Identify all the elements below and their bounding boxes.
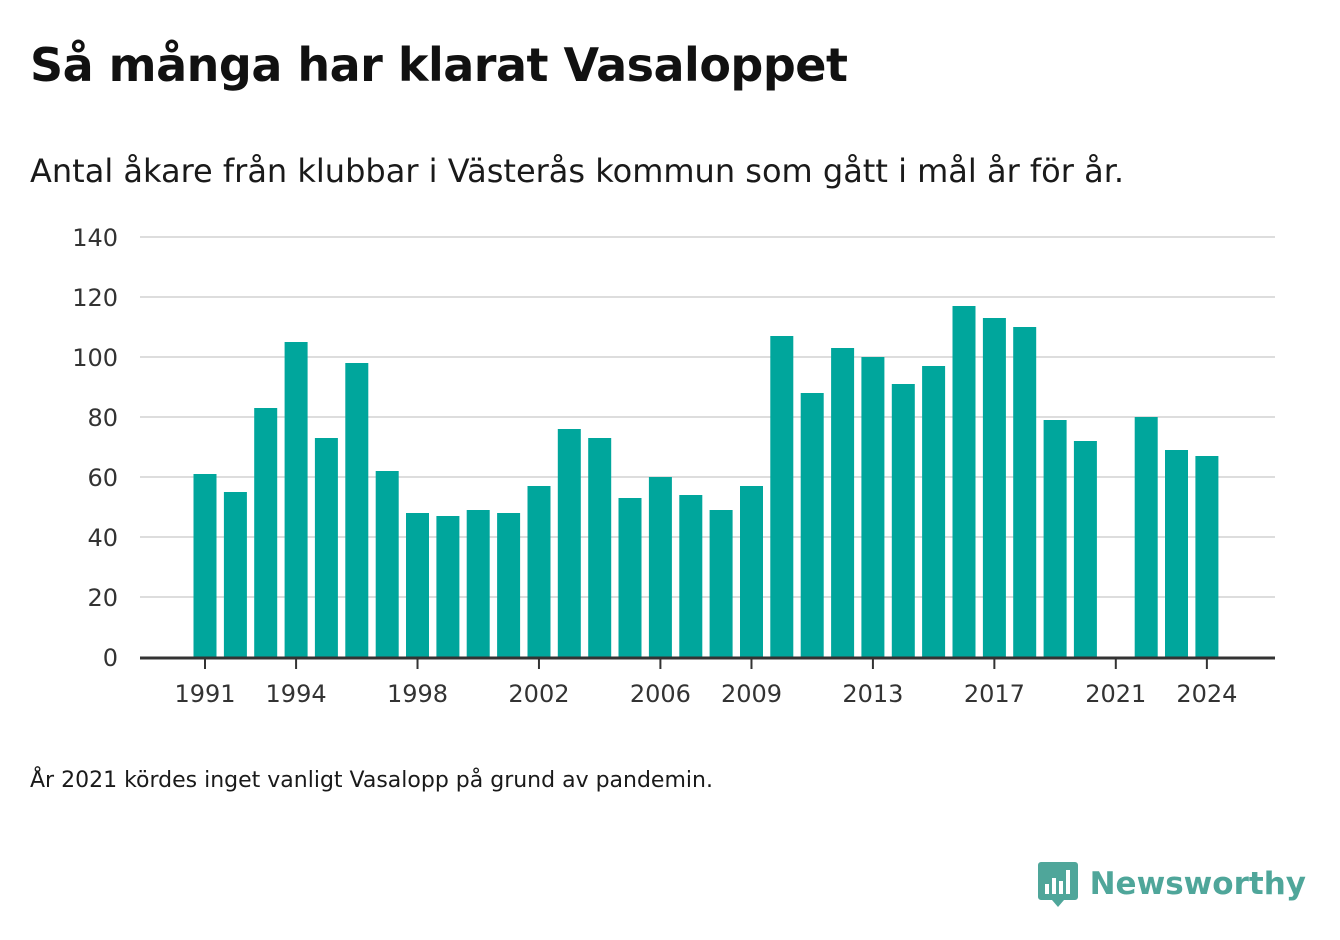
bars (193, 306, 1219, 657)
bar-2010 (770, 336, 794, 657)
bar-2009 (740, 486, 763, 657)
bar-2016 (952, 306, 976, 657)
bar-2020 (1073, 441, 1097, 657)
bar-2013 (861, 357, 885, 657)
y-tick-label: 80 (87, 404, 118, 432)
x-tick-label: 2024 (1176, 680, 1237, 708)
bar-1993 (254, 408, 278, 657)
bar-1994 (284, 342, 308, 657)
y-axis-ticks: 0 20 40 60 80 100 120 140 (72, 224, 118, 672)
y-tick-label: 140 (72, 224, 118, 252)
chart-subtitle: Antal åkare från klubbar i Västerås komm… (30, 152, 1125, 190)
bar-2007 (679, 495, 703, 657)
brand-name: Newsworthy (1089, 866, 1306, 902)
bar-2015 (922, 366, 946, 657)
bar-1997 (375, 471, 399, 657)
bar-1998 (406, 513, 429, 657)
bar-2003 (557, 429, 581, 657)
bar-1996 (345, 363, 369, 657)
grid-lines (140, 236, 1275, 598)
bar-2004 (588, 438, 612, 657)
bar-2024 (1195, 456, 1219, 657)
chart-title: Så många har klarat Vasaloppet (30, 38, 848, 92)
y-tick-label: 0 (103, 644, 118, 672)
y-tick-label: 40 (87, 524, 118, 552)
bar-2018 (1013, 327, 1037, 657)
bar-2017 (982, 318, 1006, 657)
bar-2005 (618, 498, 642, 657)
x-tick-label: 2006 (630, 680, 691, 708)
bar-2001 (497, 513, 521, 657)
bar-2014 (891, 384, 915, 657)
bar-chart: 0 20 40 60 80 100 120 140 1991 1994 1998 2002 2006 2… (72, 224, 1275, 708)
x-tick-label: 2021 (1085, 680, 1146, 708)
bar-1992 (223, 492, 247, 657)
bar-2022 (1134, 417, 1158, 657)
bar-2006 (648, 477, 672, 657)
x-axis-ticks: 1991 1994 1998 2002 2006 2009 2013 2017 2021 2024 (174, 658, 1237, 708)
y-tick-label: 100 (72, 344, 118, 372)
x-tick-label: 2009 (721, 680, 782, 708)
brand-logo[interactable]: Newsworthy (1037, 860, 1306, 908)
bar-1991 (193, 474, 217, 657)
y-tick-label: 60 (87, 464, 118, 492)
x-tick-label: 2002 (508, 680, 569, 708)
x-tick-label: 2013 (842, 680, 903, 708)
bar-1999 (436, 516, 460, 657)
y-tick-label: 120 (72, 284, 118, 312)
bar-2008 (709, 510, 733, 657)
x-tick-label: 2017 (964, 680, 1025, 708)
y-tick-label: 20 (87, 584, 118, 612)
footnote: År 2021 kördes inget vanligt Vasalopp på… (30, 768, 713, 793)
bar-2023 (1165, 450, 1188, 657)
x-tick-label: 1994 (266, 680, 327, 708)
bar-2012 (831, 348, 855, 657)
bar-1995 (314, 438, 338, 657)
bar-2000 (466, 510, 490, 657)
x-tick-label: 1991 (174, 680, 235, 708)
bar-chart-speech-bubble-icon (1037, 862, 1078, 907)
bar-2002 (527, 486, 551, 657)
bar-2019 (1043, 420, 1067, 657)
bar-2011 (800, 393, 824, 657)
x-tick-label: 1998 (387, 680, 448, 708)
